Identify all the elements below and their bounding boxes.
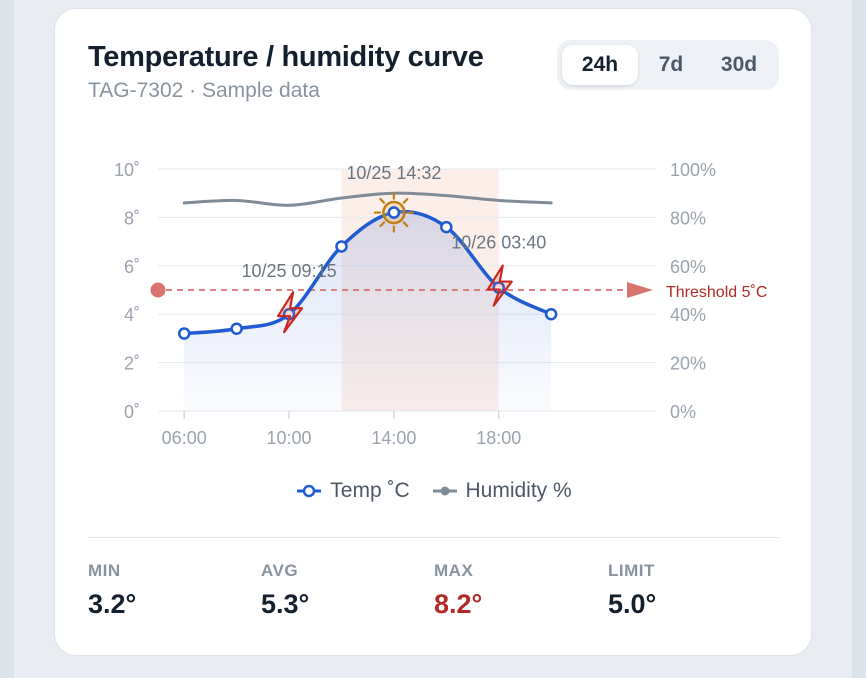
- y-right-tick-label: 100%: [670, 160, 716, 180]
- time-range-selector: 24h 7d 30d: [557, 40, 779, 90]
- annotations: 10/25 09:15 10/25 14:32 10/26 03:40: [242, 163, 546, 334]
- x-tick-label: 10:00: [267, 428, 312, 448]
- temp-data-point[interactable]: [440, 220, 453, 234]
- threshold-label: Threshold 5˚C: [666, 284, 767, 301]
- stat-max-label: MAX: [434, 561, 474, 580]
- legend-humidity-swatch-icon: [432, 486, 457, 496]
- lightning-icon: [276, 291, 304, 334]
- legend-humidity-label: Humidity %: [465, 479, 572, 502]
- threshold-start-marker: [150, 282, 166, 298]
- x-tick-label: 18:00: [476, 428, 521, 448]
- stat-min: MIN 3.2°: [88, 561, 136, 620]
- sun-ray: [379, 198, 386, 204]
- y-left-tick-label: 0˚: [124, 402, 140, 422]
- y-left-tick-label: 10˚: [114, 160, 140, 180]
- temperature-humidity-chart: 0˚ 2˚ 4˚ 6˚ 8˚ 10˚ 0% 20% 40% 60% 80% 100% 06:00 10…: [114, 160, 767, 448]
- humidity-series-line: [182, 191, 553, 207]
- breach-marker[interactable]: 10/26 03:40: [451, 233, 546, 307]
- stat-limit-value: 5.0°: [608, 589, 657, 619]
- page-subtitle: TAG-7302 · Sample data: [88, 79, 320, 102]
- y-right-tick-label: 60%: [670, 257, 706, 277]
- stat-limit: LIMIT 5.0°: [608, 561, 656, 620]
- y-left-tick-label: 8˚: [124, 208, 140, 228]
- stat-min-label: MIN: [88, 561, 121, 580]
- chart-card: Temperature / humidity curve TAG-7302 · …: [54, 8, 812, 656]
- stat-avg-value: 5.3°: [261, 589, 310, 619]
- max-marker[interactable]: 10/25 14:32: [346, 163, 441, 233]
- lightning-icon: [486, 264, 513, 307]
- stat-avg-label: AVG: [261, 561, 299, 580]
- divider: [88, 537, 780, 538]
- temp-series-line: [182, 209, 553, 336]
- chart-legend: Temp ˚C Humidity %: [55, 479, 813, 504]
- annotation-label: 10/26 03:40: [451, 233, 546, 253]
- range-tab-30d[interactable]: 30d: [720, 53, 758, 76]
- y-right-tick-label: 40%: [670, 305, 706, 325]
- annotation-label: 10/25 09:15: [242, 261, 337, 281]
- range-tab-7d[interactable]: 7d: [658, 53, 684, 76]
- x-ticks: 06:00 10:00 14:00 18:00: [162, 411, 521, 448]
- y-left-ticks: 0˚ 2˚ 4˚ 6˚ 8˚ 10˚: [114, 160, 140, 422]
- threshold-arrow-icon: [627, 282, 653, 298]
- sun-ray: [402, 221, 409, 228]
- stat-min-value: 3.2°: [88, 589, 137, 619]
- y-left-tick-label: 2˚: [124, 354, 140, 374]
- threshold-line-group: Threshold 5˚C: [150, 282, 767, 301]
- annotation-label: 10/25 14:32: [346, 163, 441, 183]
- sun-ray: [379, 221, 386, 228]
- breach-marker[interactable]: 10/25 09:15: [242, 261, 337, 334]
- stat-max: MAX 8.2°: [434, 561, 482, 620]
- stat-limit-label: LIMIT: [608, 561, 655, 580]
- temp-data-point[interactable]: [230, 322, 243, 335]
- y-right-tick-label: 0%: [670, 402, 696, 422]
- y-left-tick-label: 4˚: [124, 305, 140, 325]
- page-title: Temperature / humidity curve: [88, 41, 484, 73]
- stat-avg: AVG 5.3°: [261, 561, 309, 620]
- temp-data-point[interactable]: [544, 307, 558, 321]
- temp-data-point[interactable]: [177, 327, 191, 340]
- range-tab-24h[interactable]: 24h: [562, 45, 638, 85]
- sun-ray: [402, 198, 409, 204]
- x-tick-label: 06:00: [162, 428, 207, 448]
- legend-item-humidity[interactable]: Humidity %: [432, 479, 572, 503]
- legend-temp-label: Temp ˚C: [330, 479, 410, 502]
- y-right-tick-label: 80%: [670, 208, 706, 228]
- stat-max-value: 8.2°: [434, 589, 483, 619]
- temp-area-fill: [184, 211, 552, 411]
- temp-data-point[interactable]: [335, 240, 348, 253]
- max-data-point: [387, 206, 401, 219]
- legend-temp-swatch-icon: [297, 484, 322, 498]
- legend-item-temp[interactable]: Temp ˚C: [296, 479, 410, 503]
- x-tick-label: 14:00: [371, 428, 416, 448]
- y-right-tick-label: 20%: [670, 354, 706, 374]
- y-left-tick-label: 6˚: [124, 257, 140, 277]
- y-right-ticks: 0% 20% 40% 60% 80% 100%: [670, 160, 716, 422]
